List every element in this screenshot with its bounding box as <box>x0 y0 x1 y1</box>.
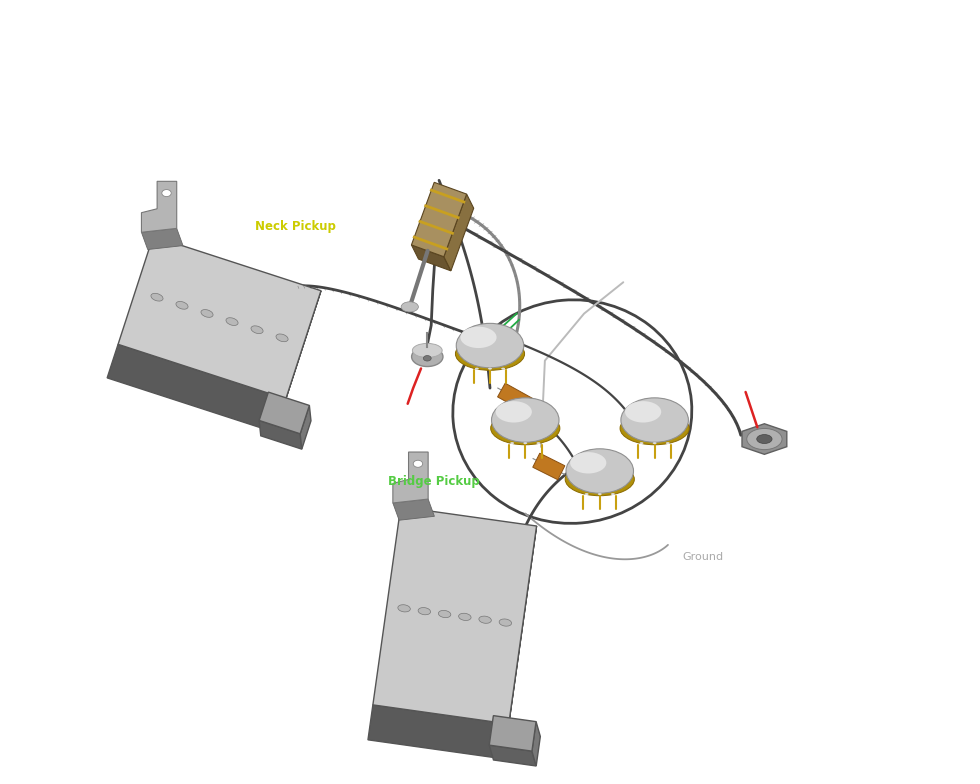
Ellipse shape <box>585 493 589 495</box>
Ellipse shape <box>423 356 431 361</box>
Ellipse shape <box>398 604 411 612</box>
Ellipse shape <box>463 338 517 363</box>
Ellipse shape <box>438 611 451 618</box>
Text: Bridge Pickup: Bridge Pickup <box>388 474 480 488</box>
Ellipse shape <box>570 452 607 474</box>
Ellipse shape <box>757 434 772 444</box>
Ellipse shape <box>627 412 682 437</box>
Ellipse shape <box>498 412 553 437</box>
Ellipse shape <box>461 327 497 348</box>
Ellipse shape <box>572 463 627 488</box>
Ellipse shape <box>412 347 443 367</box>
Ellipse shape <box>226 318 238 325</box>
Text: Ground: Ground <box>682 552 723 561</box>
Polygon shape <box>259 392 310 434</box>
Ellipse shape <box>413 343 442 358</box>
Ellipse shape <box>747 428 782 450</box>
Polygon shape <box>372 507 537 724</box>
Ellipse shape <box>401 302 418 312</box>
Polygon shape <box>498 383 533 412</box>
Ellipse shape <box>176 302 188 309</box>
Ellipse shape <box>475 368 479 369</box>
Polygon shape <box>533 453 564 480</box>
Ellipse shape <box>536 442 540 444</box>
Polygon shape <box>412 245 451 270</box>
Polygon shape <box>444 194 473 270</box>
Polygon shape <box>489 716 536 751</box>
Polygon shape <box>393 452 428 503</box>
Polygon shape <box>275 291 321 433</box>
Ellipse shape <box>565 463 634 495</box>
Ellipse shape <box>414 460 422 467</box>
Ellipse shape <box>492 397 559 442</box>
Polygon shape <box>412 183 466 256</box>
Ellipse shape <box>418 608 430 615</box>
Ellipse shape <box>488 368 492 369</box>
Ellipse shape <box>665 442 669 444</box>
Text: Neck Pickup: Neck Pickup <box>255 220 336 234</box>
Polygon shape <box>368 705 509 759</box>
Ellipse shape <box>640 442 644 444</box>
Ellipse shape <box>620 412 689 445</box>
Ellipse shape <box>598 493 602 495</box>
Ellipse shape <box>276 334 288 342</box>
Ellipse shape <box>621 397 688 442</box>
Ellipse shape <box>456 337 524 370</box>
Polygon shape <box>532 721 540 766</box>
Ellipse shape <box>491 412 560 445</box>
Ellipse shape <box>625 401 662 423</box>
Polygon shape <box>118 236 321 399</box>
Ellipse shape <box>457 323 523 368</box>
Ellipse shape <box>162 190 172 197</box>
Ellipse shape <box>523 442 527 444</box>
Polygon shape <box>141 228 183 249</box>
Polygon shape <box>393 499 434 521</box>
Ellipse shape <box>251 326 263 333</box>
Polygon shape <box>504 526 537 759</box>
Polygon shape <box>742 423 787 455</box>
Ellipse shape <box>496 401 532 423</box>
Ellipse shape <box>611 493 614 495</box>
Polygon shape <box>141 181 176 232</box>
Ellipse shape <box>479 616 491 623</box>
Ellipse shape <box>151 293 163 301</box>
Ellipse shape <box>499 619 512 626</box>
Polygon shape <box>259 420 302 449</box>
Polygon shape <box>300 405 311 449</box>
Ellipse shape <box>501 368 505 369</box>
Ellipse shape <box>459 613 471 620</box>
Ellipse shape <box>653 442 657 444</box>
Polygon shape <box>489 745 536 766</box>
Ellipse shape <box>201 310 213 318</box>
Ellipse shape <box>566 448 633 493</box>
Polygon shape <box>107 344 286 433</box>
Ellipse shape <box>511 442 514 444</box>
